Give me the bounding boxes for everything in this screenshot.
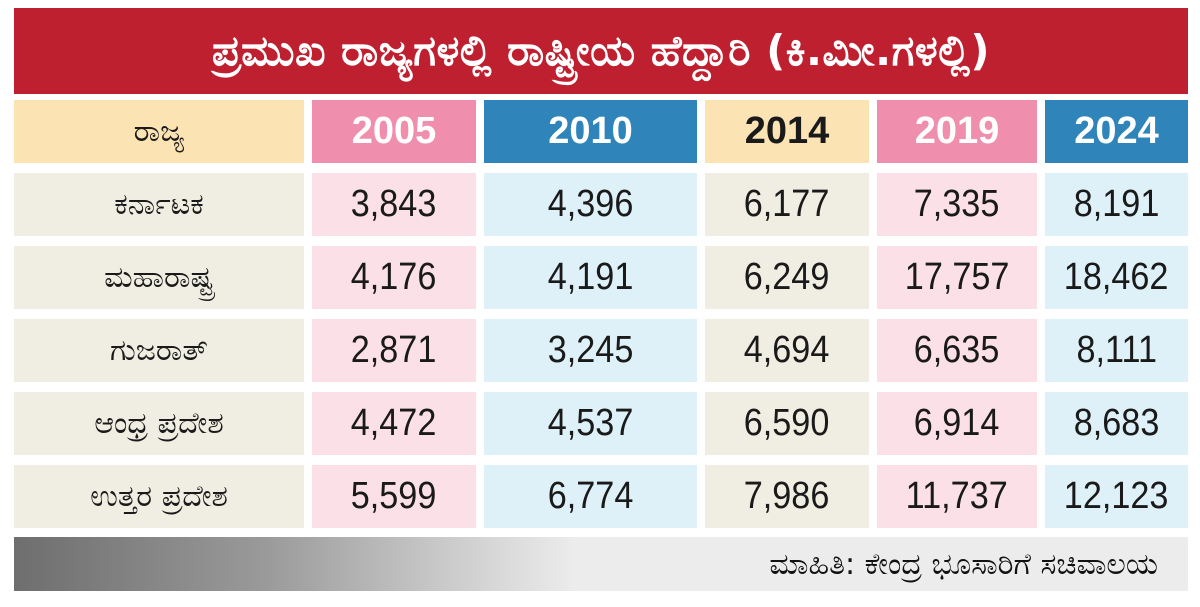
table-cell-value: 4,472 bbox=[312, 392, 476, 455]
table-cell-value: 4,396 bbox=[484, 173, 697, 236]
cell-number: 6,177 bbox=[744, 183, 830, 225]
column-header-year: 2010 bbox=[484, 100, 697, 163]
table-cell-value: 6,914 bbox=[877, 392, 1037, 455]
cell-number: 4,694 bbox=[744, 329, 830, 371]
table-cell-value: 7,335 bbox=[877, 173, 1037, 236]
table-cell-value: 2,871 bbox=[312, 319, 476, 382]
cell-number: 3,245 bbox=[547, 329, 634, 371]
row-state-name: ಮಹಾರಾಷ್ಟ್ರ bbox=[14, 246, 304, 309]
cell-number: 4,537 bbox=[547, 402, 634, 444]
cell-number: 11,737 bbox=[905, 475, 1009, 517]
cell-number: 17,757 bbox=[904, 256, 1010, 298]
table-cell-value: 3,843 bbox=[312, 173, 476, 236]
column-header-year: 2005 bbox=[312, 100, 476, 163]
table-cell-value: 6,177 bbox=[705, 173, 869, 236]
cell-number: 6,590 bbox=[744, 402, 830, 444]
table-cell-value: 6,590 bbox=[705, 392, 869, 455]
cell-number: 5,599 bbox=[351, 475, 437, 517]
cell-number: 4,176 bbox=[351, 256, 437, 298]
row-state-name: ಆಂಧ್ರ ಪ್ರದೇಶ bbox=[14, 392, 304, 455]
page-title: ಪ್ರಮುಖ ರಾಜ್ಯಗಳಲ್ಲಿ ರಾಷ್ಟ್ರೀಯ ಹೆದ್ದಾರಿ (ಕ… bbox=[14, 8, 1188, 94]
column-header-state: ರಾಜ್ಯ bbox=[14, 100, 304, 163]
cell-number: 6,774 bbox=[547, 475, 634, 517]
table-cell-value: 4,176 bbox=[312, 246, 476, 309]
cell-number: 4,396 bbox=[547, 183, 634, 225]
row-state-name: ಗುಜರಾತ್ bbox=[14, 319, 304, 382]
table-cell-value: 7,986 bbox=[705, 465, 869, 528]
table-cell-value: 6,249 bbox=[705, 246, 869, 309]
table-cell-value: 17,757 bbox=[877, 246, 1037, 309]
cell-number: 7,986 bbox=[744, 475, 830, 517]
table-cell-value: 6,635 bbox=[877, 319, 1037, 382]
cell-number: 6,249 bbox=[744, 256, 830, 298]
table-cell-value: 11,737 bbox=[877, 465, 1037, 528]
table-cell-value: 5,599 bbox=[312, 465, 476, 528]
cell-number: 18,462 bbox=[1064, 256, 1169, 298]
cell-number: 2,871 bbox=[351, 329, 437, 371]
table-cell-value: 4,537 bbox=[484, 392, 697, 455]
cell-number: 8,111 bbox=[1076, 329, 1157, 371]
row-state-name: ಉತ್ತರ ಪ್ರದೇಶ bbox=[14, 465, 304, 528]
table-cell-value: 3,245 bbox=[484, 319, 697, 382]
table-cell-value: 4,191 bbox=[484, 246, 697, 309]
table-cell-value: 4,694 bbox=[705, 319, 869, 382]
cell-number: 6,914 bbox=[914, 402, 1000, 444]
column-header-year: 2014 bbox=[705, 100, 869, 163]
table-cell-value: 8,111 bbox=[1045, 319, 1188, 382]
row-state-name: ಕರ್ನಾಟಕ bbox=[14, 173, 304, 236]
table-cell-value: 18,462 bbox=[1045, 246, 1188, 309]
cell-number: 3,843 bbox=[351, 183, 437, 225]
table-cell-value: 12,123 bbox=[1045, 465, 1188, 528]
table-cell-value: 8,191 bbox=[1045, 173, 1188, 236]
cell-number: 8,683 bbox=[1073, 402, 1160, 444]
column-header-year: 2024 bbox=[1045, 100, 1188, 163]
cell-number: 12,123 bbox=[1064, 475, 1169, 517]
cell-number: 8,191 bbox=[1073, 183, 1160, 225]
footer-gradient-bar bbox=[14, 537, 574, 591]
table-cell-value: 6,774 bbox=[484, 465, 697, 528]
cell-number: 6,635 bbox=[914, 329, 1000, 371]
cell-number: 4,191 bbox=[547, 256, 634, 298]
cell-number: 4,472 bbox=[351, 402, 437, 444]
column-header-year: 2019 bbox=[877, 100, 1037, 163]
cell-number: 7,335 bbox=[914, 183, 1000, 225]
source-note: ಮಾಹಿತಿ: ಕೇಂದ್ರ ಭೂಸಾರಿಗೆ ಸಚಿವಾಲಯ bbox=[574, 537, 1188, 591]
table-cell-value: 8,683 bbox=[1045, 392, 1188, 455]
